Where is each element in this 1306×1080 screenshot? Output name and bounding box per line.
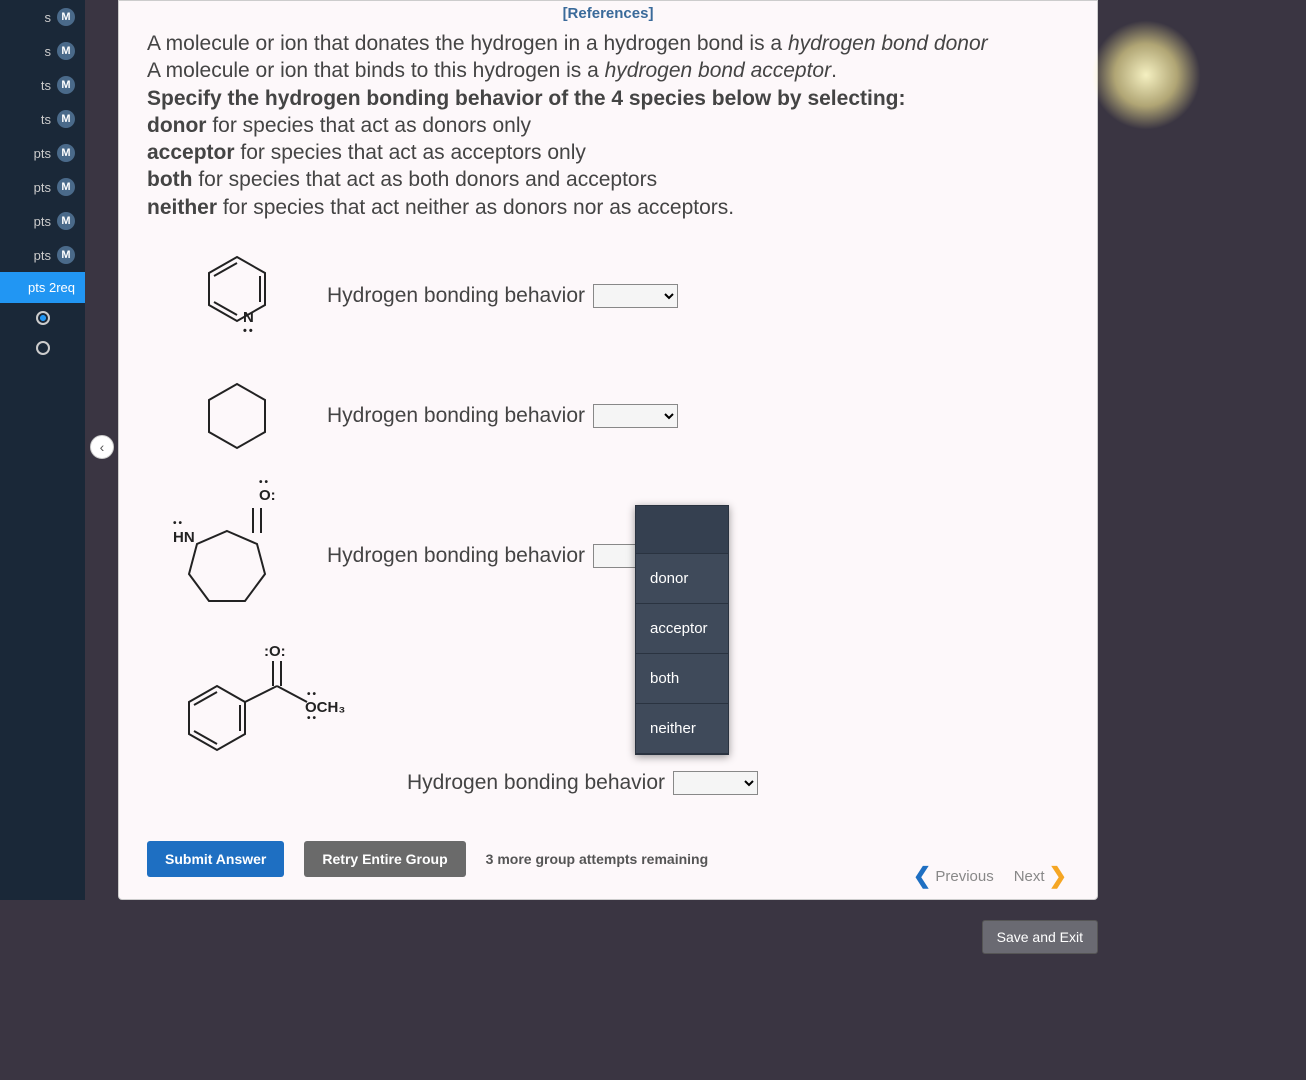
- behavior-select-1[interactable]: [593, 284, 678, 308]
- previous-button[interactable]: ❮ Previous: [913, 863, 994, 889]
- oxygen-label: :O:: [264, 643, 286, 660]
- behavior-label: Hydrogen bonding behavior: [327, 284, 585, 308]
- sidebar-item[interactable]: ptsM: [0, 170, 85, 204]
- m-icon: M: [57, 246, 75, 264]
- chevron-left-icon: ‹: [100, 439, 105, 455]
- sidebar-item[interactable]: ptsM: [0, 204, 85, 238]
- collapse-sidebar-button[interactable]: ‹: [90, 435, 114, 459]
- m-icon: M: [57, 178, 75, 196]
- m-icon: M: [57, 110, 75, 128]
- behavior-select-2[interactable]: [593, 404, 678, 428]
- dropdown-option-donor[interactable]: donor: [636, 554, 728, 604]
- main-panel: [References] A molecule or ion that dona…: [118, 0, 1098, 900]
- molecule-lactam: HN •• O: ••: [147, 481, 327, 631]
- retry-group-button[interactable]: Retry Entire Group: [304, 841, 465, 877]
- dropdown-option-neither[interactable]: neither: [636, 704, 728, 754]
- sidebar: sM sM tsM tsM ptsM ptsM ptsM ptsM pts 2r…: [0, 0, 85, 900]
- behavior-select-4[interactable]: [673, 771, 758, 795]
- sidebar-item[interactable]: sM: [0, 0, 85, 34]
- radio-icon: [36, 311, 50, 325]
- molecule-methylbenzoate: :O: OCH₃ •• ••: [147, 641, 407, 771]
- button-row: Submit Answer Retry Entire Group 3 more …: [147, 841, 708, 877]
- sidebar-item[interactable]: tsM: [0, 68, 85, 102]
- question-text: A molecule or ion that donates the hydro…: [119, 26, 1097, 241]
- m-icon: M: [57, 144, 75, 162]
- m-icon: M: [57, 8, 75, 26]
- sidebar-item[interactable]: sM: [0, 34, 85, 68]
- oxygen-label: O:: [259, 487, 276, 504]
- dropdown-menu: donor acceptor both neither: [635, 505, 729, 755]
- lens-flare: [1091, 20, 1201, 130]
- behavior-label: Hydrogen bonding behavior: [327, 544, 585, 568]
- save-and-exit-button[interactable]: Save and Exit: [982, 920, 1098, 954]
- nav-row: ❮ Previous Next ❯: [913, 863, 1067, 889]
- species-row-1: N •• Hydrogen bonding behavior: [119, 241, 1097, 351]
- sidebar-item[interactable]: ptsM: [0, 238, 85, 272]
- molecule-pyridine: N ••: [147, 241, 327, 351]
- m-icon: M: [57, 42, 75, 60]
- chevron-left-icon: ❮: [913, 863, 931, 889]
- dropdown-option-both[interactable]: both: [636, 654, 728, 704]
- m-icon: M: [57, 76, 75, 94]
- sidebar-radio[interactable]: [0, 333, 85, 363]
- submit-answer-button[interactable]: Submit Answer: [147, 841, 284, 877]
- species-row-4: :O: OCH₃ •• •• Hydrogen bonding behavior: [119, 641, 1097, 795]
- molecule-cyclohexane: [147, 361, 327, 471]
- nitrogen-label: N: [243, 309, 254, 326]
- sidebar-item[interactable]: ptsM: [0, 136, 85, 170]
- hn-label: HN: [173, 529, 195, 546]
- attempts-remaining: 3 more group attempts remaining: [486, 851, 708, 867]
- dropdown-option-acceptor[interactable]: acceptor: [636, 604, 728, 654]
- references-link[interactable]: [References]: [119, 1, 1097, 26]
- radio-icon: [36, 341, 50, 355]
- behavior-label: Hydrogen bonding behavior: [407, 771, 665, 795]
- next-button[interactable]: Next ❯: [1014, 863, 1067, 889]
- species-row-2: Hydrogen bonding behavior: [119, 361, 1097, 471]
- species-row-3: HN •• O: •• Hydrogen bonding behavior: [119, 481, 1097, 631]
- sidebar-item-active[interactable]: pts 2req: [0, 272, 85, 303]
- sidebar-item[interactable]: tsM: [0, 102, 85, 136]
- m-icon: M: [57, 212, 75, 230]
- sidebar-radio[interactable]: [0, 303, 85, 333]
- behavior-label: Hydrogen bonding behavior: [327, 404, 585, 428]
- chevron-right-icon: ❯: [1049, 863, 1067, 889]
- dropdown-option-blank[interactable]: [636, 506, 728, 554]
